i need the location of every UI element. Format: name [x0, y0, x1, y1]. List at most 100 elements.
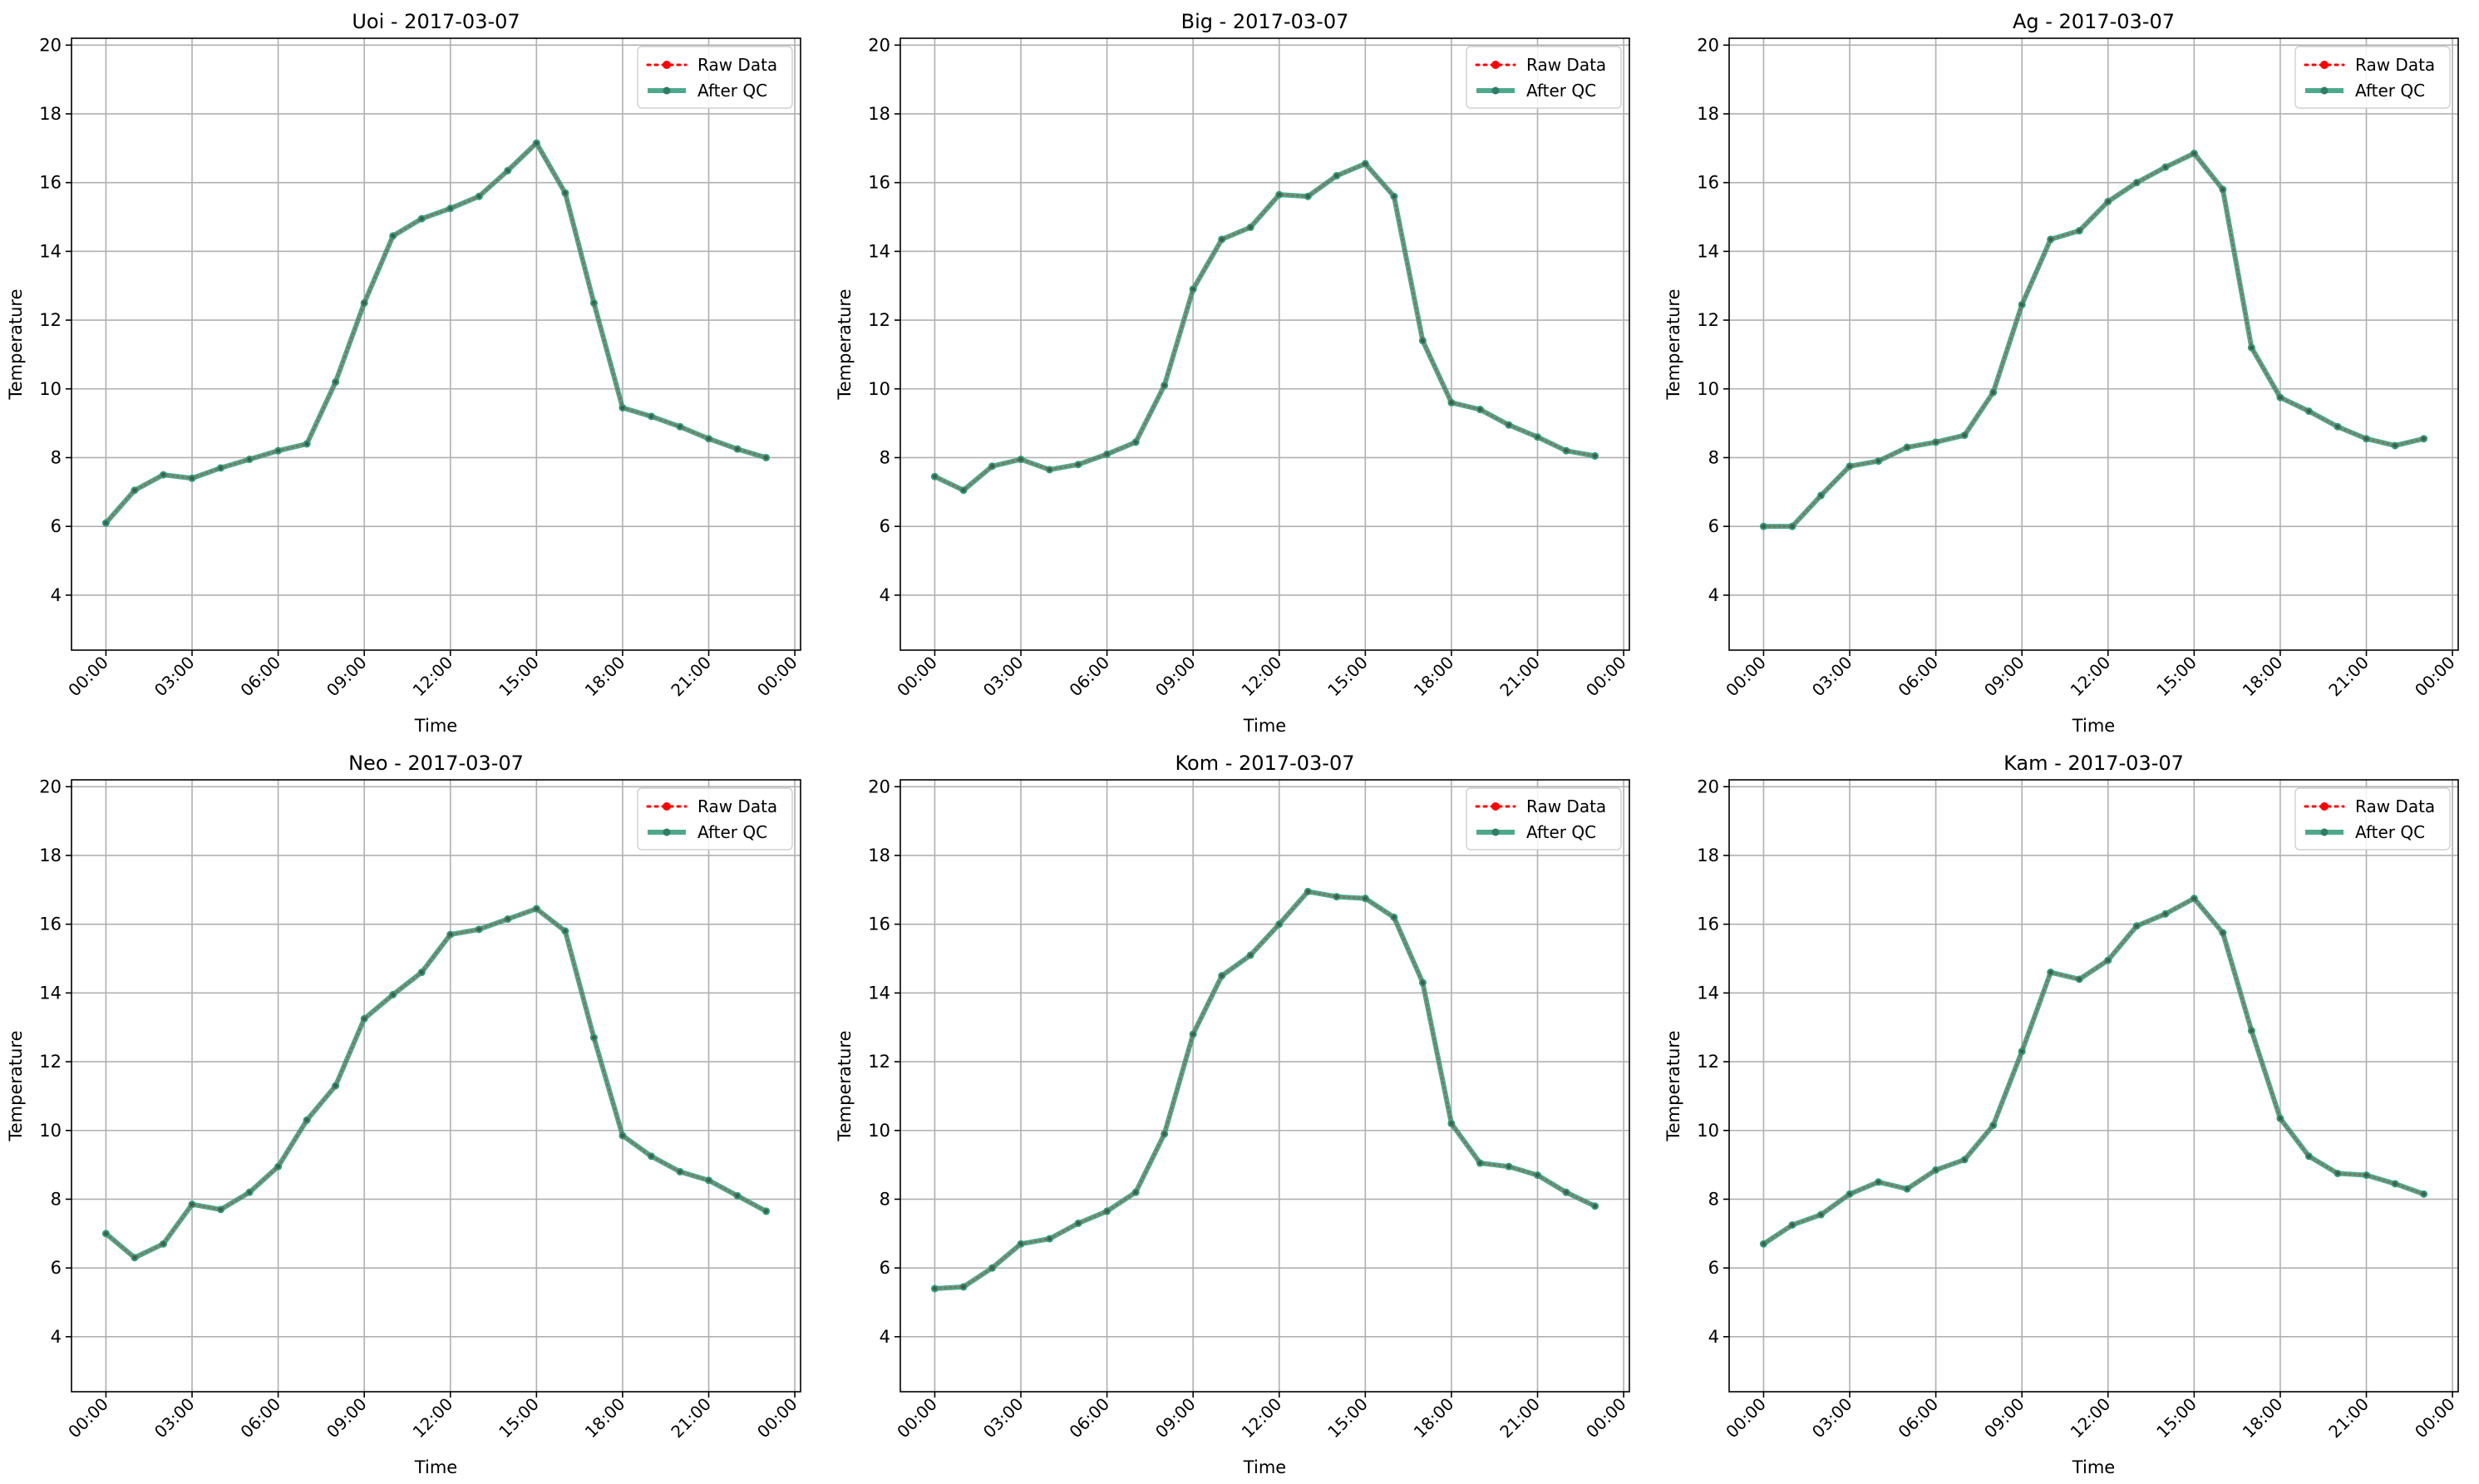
- x-tick-label: 21:00: [667, 653, 715, 701]
- data-point-raw-data: [707, 1178, 711, 1183]
- legend-label-raw-data: Raw Data: [697, 55, 777, 75]
- x-axis-label: Time: [414, 1457, 457, 1477]
- legend-marker-after-qc: [663, 86, 671, 95]
- x-axis-label: Time: [1243, 1457, 1286, 1477]
- y-tick-label: 20: [1697, 777, 1719, 796]
- y-tick-label: 8: [880, 447, 890, 467]
- data-point-raw-data: [2106, 958, 2111, 963]
- y-tick-label: 6: [51, 1258, 62, 1278]
- data-point-raw-data: [1105, 1209, 1109, 1214]
- data-point-raw-data: [2163, 165, 2168, 170]
- x-axis-label: Time: [2072, 1457, 2115, 1477]
- data-point-raw-data: [1905, 445, 1910, 450]
- x-axis-label: Time: [2072, 716, 2115, 736]
- x-tick-label: 00:00: [753, 1394, 801, 1442]
- legend-label-after-qc: After QC: [1526, 81, 1596, 101]
- data-point-raw-data: [1934, 440, 1938, 445]
- x-tick-label: 21:00: [667, 1394, 715, 1442]
- data-point-raw-data: [1819, 1212, 1823, 1217]
- data-point-raw-data: [1593, 453, 1597, 458]
- series-line-raw-data: [105, 141, 767, 525]
- axes-frame: [899, 37, 1630, 651]
- data-point-raw-data: [276, 1164, 280, 1169]
- y-axis-label: Temperature: [1663, 1030, 1683, 1141]
- data-point-raw-data: [735, 446, 740, 451]
- data-point-raw-data: [2250, 345, 2254, 350]
- y-tick-label: 10: [39, 379, 62, 399]
- y-tick-label: 4: [51, 1327, 62, 1347]
- data-point-raw-data: [1762, 524, 1766, 529]
- x-tick-label: 21:00: [2324, 1394, 2373, 1442]
- data-point-raw-data: [161, 472, 165, 477]
- y-tick-label: 12: [1697, 310, 1719, 330]
- data-point-raw-data: [1535, 435, 1540, 440]
- legend-label-after-qc: After QC: [697, 822, 767, 842]
- data-point-raw-data: [1847, 464, 1852, 469]
- data-point-raw-data: [2250, 1028, 2254, 1033]
- y-tick-label: 10: [868, 1121, 890, 1141]
- data-point-raw-data: [1018, 457, 1023, 461]
- data-point-raw-data: [649, 1154, 653, 1159]
- legend-label-raw-data: Raw Data: [1526, 55, 1606, 75]
- series-line-raw-data: [1762, 897, 2425, 1245]
- series-line-after-qc: [103, 906, 769, 1260]
- data-point-raw-data: [1133, 1190, 1138, 1195]
- x-tick-label: 03:00: [1808, 653, 1856, 701]
- x-tick-label: 09:00: [323, 653, 371, 701]
- y-tick-label: 6: [1708, 1258, 1719, 1278]
- y-tick-label: 18: [39, 104, 62, 124]
- data-point-raw-data: [1334, 173, 1339, 178]
- data-point-raw-data: [333, 1083, 338, 1088]
- x-tick-label: 06:00: [1894, 1394, 1942, 1442]
- data-point-raw-data: [1421, 338, 1425, 343]
- x-tick-label: 06:00: [1065, 1394, 1113, 1442]
- data-point-raw-data: [1076, 462, 1081, 467]
- legend-marker-raw-data: [663, 61, 671, 69]
- x-tick-label: 18:00: [1410, 653, 1458, 701]
- data-point-raw-data: [2307, 1154, 2311, 1159]
- series-line-raw-data: [1762, 152, 2425, 528]
- data-point-raw-data: [1962, 1157, 1967, 1162]
- data-point-raw-data: [1876, 1180, 1880, 1185]
- data-point-raw-data: [1564, 448, 1569, 453]
- data-point-raw-data: [247, 1190, 252, 1195]
- legend-label-after-qc: After QC: [2355, 822, 2425, 842]
- data-point-raw-data: [1506, 1164, 1511, 1169]
- data-point-raw-data: [1762, 1241, 1766, 1246]
- x-tick-label: 00:00: [2411, 1394, 2459, 1442]
- series-line-raw-data: [934, 890, 1596, 1290]
- y-tick-label: 16: [39, 173, 62, 193]
- data-point-raw-data: [1305, 194, 1310, 199]
- data-point-raw-data: [1305, 889, 1310, 894]
- x-tick-label: 03:00: [979, 653, 1028, 701]
- data-point-raw-data: [1248, 225, 1253, 229]
- x-tick-label: 00:00: [893, 1394, 941, 1442]
- legend-marker-after-qc: [1491, 86, 1500, 95]
- data-point-raw-data: [1133, 440, 1138, 445]
- data-point-raw-data: [735, 1193, 740, 1198]
- x-tick-label: 12:00: [1238, 653, 1286, 701]
- x-tick-label: 00:00: [64, 1394, 112, 1442]
- x-tick-label: 03:00: [150, 1394, 199, 1442]
- y-axis-label: Temperature: [1663, 288, 1683, 400]
- x-axis-label: Time: [1243, 716, 1286, 736]
- y-tick-label: 4: [880, 1327, 890, 1347]
- data-point-raw-data: [1790, 1223, 1795, 1227]
- data-point-raw-data: [707, 436, 711, 441]
- data-point-raw-data: [1018, 1241, 1023, 1246]
- series-line-after-qc: [932, 889, 1598, 1291]
- x-tick-label: 09:00: [1980, 1394, 2028, 1442]
- data-point-raw-data: [1421, 980, 1425, 985]
- x-tick-label: 21:00: [1496, 1394, 1544, 1442]
- data-point-raw-data: [563, 190, 568, 195]
- legend: Raw Data After QC: [1466, 787, 1622, 850]
- data-point-raw-data: [1790, 524, 1795, 529]
- legend-label-after-qc: After QC: [2355, 81, 2425, 101]
- y-tick-label: 20: [39, 35, 62, 55]
- data-point-raw-data: [2134, 924, 2139, 929]
- x-tick-label: 15:00: [495, 653, 543, 701]
- x-tick-label: 12:00: [409, 1394, 457, 1442]
- legend-marker-raw-data: [2320, 802, 2329, 811]
- data-point-raw-data: [1449, 1122, 1454, 1126]
- chart-title: Ag - 2017-03-07: [2013, 10, 2175, 33]
